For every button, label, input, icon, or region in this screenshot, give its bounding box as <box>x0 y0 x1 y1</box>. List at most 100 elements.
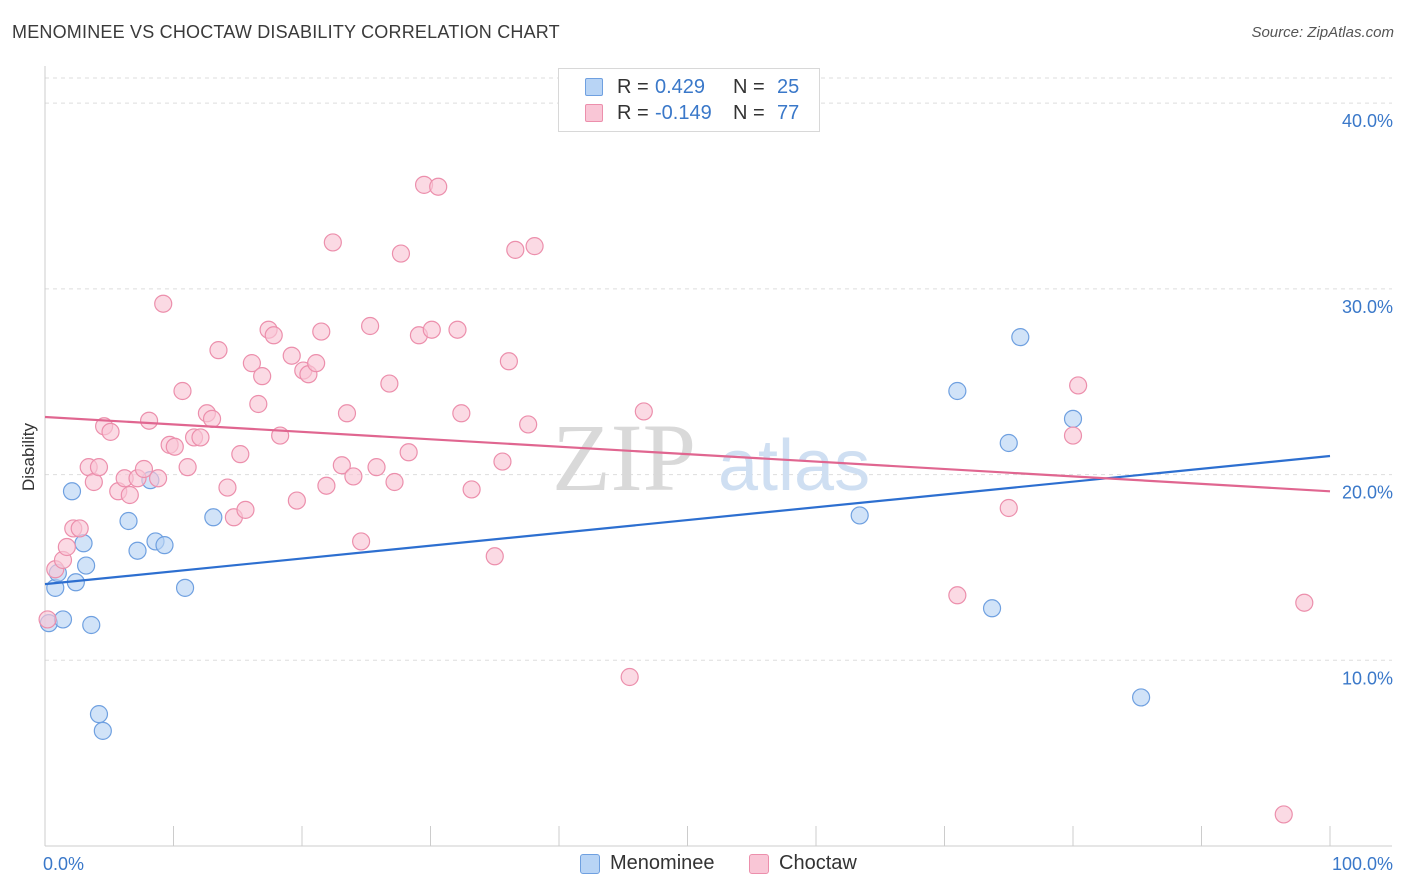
series-label-menominee: Menominee <box>610 852 715 874</box>
axis-layer: 10.0% 20.0% 30.0% 40.0% 0.0% 100.0% <box>43 66 1393 874</box>
legend-r-value: -0.149 <box>655 101 712 124</box>
choctaw-point <box>448 320 467 339</box>
choctaw-point <box>173 381 192 401</box>
choctaw-point <box>264 326 283 345</box>
menominee-point <box>999 433 1018 453</box>
menominee-point <box>1063 409 1083 428</box>
choctaw-point <box>218 478 237 497</box>
choctaw-point <box>422 320 441 339</box>
choctaw-point <box>282 346 301 365</box>
watermark-zip: ZIP <box>552 404 696 511</box>
choctaw-point <box>148 469 168 488</box>
watermark-atlas: atlas <box>718 426 870 506</box>
choctaw-point <box>361 316 380 336</box>
menominee-point <box>89 705 109 724</box>
choctaw-point <box>134 459 154 479</box>
choctaw-point <box>249 394 268 414</box>
x-tick-label: 100.0% <box>1332 854 1393 874</box>
choctaw-point <box>452 404 471 423</box>
choctaw-point <box>312 322 331 341</box>
menominee-point <box>948 381 967 401</box>
choctaw-point <box>352 532 371 551</box>
choctaw-point <box>337 404 357 423</box>
menominee-point <box>82 615 101 635</box>
legend-swatch-choctaw <box>585 104 603 122</box>
choctaw-point <box>101 422 120 441</box>
choctaw-point <box>1295 593 1314 612</box>
choctaw-point <box>38 610 57 629</box>
choctaw-point <box>485 547 504 566</box>
choctaw-point <box>499 352 518 371</box>
choctaw-point <box>380 374 399 393</box>
choctaw-point <box>253 367 272 386</box>
choctaw-point <box>317 476 336 495</box>
choctaw-point <box>506 240 525 259</box>
y-axis-label: Disability <box>19 422 38 491</box>
choctaw-point <box>948 586 967 605</box>
legend-r-label: R = <box>617 75 649 98</box>
choctaw-point <box>242 354 261 373</box>
x-tick-label: 0.0% <box>43 854 84 874</box>
menominee-point <box>850 506 869 525</box>
series-swatch-menominee <box>580 853 600 874</box>
choctaw-point <box>202 409 222 428</box>
y-tick-label: 10.0% <box>1342 668 1393 688</box>
choctaw-point <box>57 537 76 557</box>
series-legend-choctaw: Choctaw <box>749 852 857 875</box>
correlation-legend: R = 0.429 N = 25 R = -0.149 N = 77 <box>558 68 820 132</box>
choctaw-point <box>367 458 386 477</box>
legend-row-menominee: R = 0.429 N = 25 <box>585 75 799 99</box>
trend-line-choctaw <box>44 415 1331 493</box>
legend-swatch-menominee <box>585 78 603 96</box>
menominee-point <box>175 578 195 597</box>
y-tick-label: 40.0% <box>1342 111 1393 131</box>
menominee-point <box>204 508 223 527</box>
series-legend: Menominee Choctaw <box>0 852 1406 878</box>
series-swatch-choctaw <box>749 853 769 874</box>
choctaw-point <box>1069 376 1088 395</box>
choctaw-point <box>139 411 159 430</box>
legend-n-value: 77 <box>777 101 800 124</box>
choctaw-point <box>154 294 173 313</box>
choctaw-point <box>525 237 544 256</box>
menominee-point <box>1011 328 1030 347</box>
menominee-point <box>128 541 147 560</box>
choctaw-point <box>120 485 139 505</box>
choctaw-point <box>165 437 184 456</box>
choctaw-point <box>385 472 404 492</box>
trend-layer <box>44 415 1331 586</box>
choctaw-point <box>287 491 306 510</box>
choctaw-point <box>307 354 326 373</box>
menominee-point <box>62 482 82 501</box>
chart-source: Source: ZipAtlas.com <box>1251 24 1394 41</box>
y-tick-label: 20.0% <box>1342 483 1393 503</box>
choctaw-point <box>429 177 448 196</box>
points-layer <box>38 175 1314 824</box>
watermark: ZIP atlas <box>552 404 870 511</box>
menominee-point <box>155 536 174 555</box>
choctaw-point <box>620 667 639 687</box>
menominee-point <box>74 534 93 553</box>
choctaw-point <box>70 519 89 538</box>
choctaw-point <box>178 458 197 477</box>
legend-row-choctaw: R = -0.149 N = 77 <box>585 101 799 125</box>
choctaw-point <box>634 402 653 421</box>
choctaw-point <box>462 480 481 499</box>
legend-n-label: N = <box>733 75 765 98</box>
choctaw-point <box>231 445 250 464</box>
choctaw-point <box>391 244 411 263</box>
series-legend-menominee: Menominee <box>580 852 715 875</box>
legend-n-label: N = <box>733 101 765 124</box>
choctaw-point <box>1063 426 1083 445</box>
menominee-point <box>119 511 138 531</box>
choctaw-point <box>344 467 363 486</box>
choctaw-point <box>236 500 255 519</box>
menominee-point <box>53 610 73 629</box>
legend-r-value: 0.429 <box>655 75 706 98</box>
legend-r-label: R = <box>617 101 649 124</box>
choctaw-point <box>999 498 1018 518</box>
choctaw-point <box>209 341 228 360</box>
choctaw-point <box>332 456 351 475</box>
